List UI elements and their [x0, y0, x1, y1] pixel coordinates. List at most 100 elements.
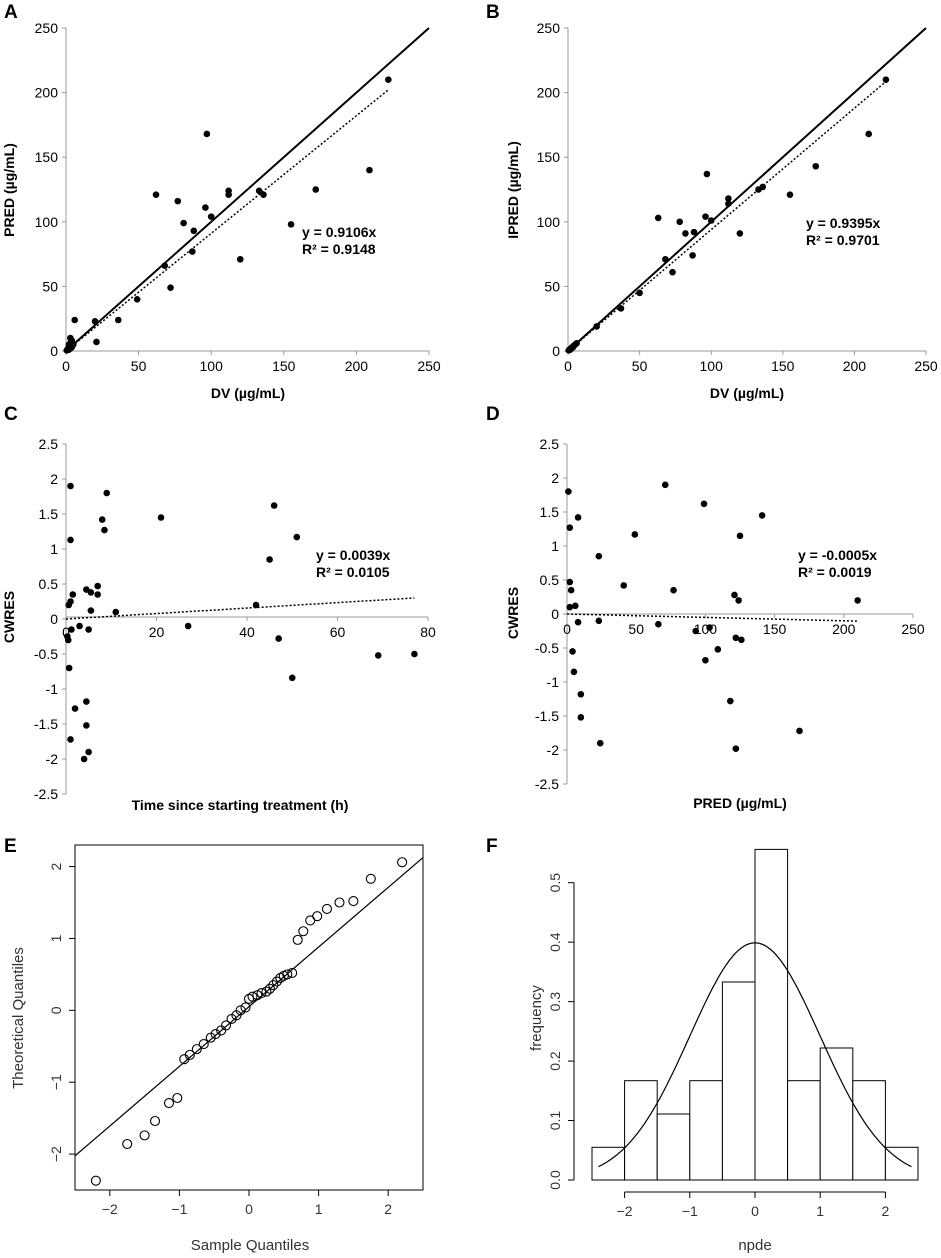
y-tick-label: 0.4 [547, 932, 563, 952]
y-axis-label: Theoretical Quantiles [10, 947, 27, 1089]
panel-label-c: C [4, 404, 18, 425]
y-tick-label: -0.5 [535, 640, 559, 656]
data-point [655, 620, 662, 628]
data-point [692, 627, 700, 635]
panel-label-e: E [4, 836, 17, 857]
data-point [94, 582, 101, 590]
data-point [149, 1115, 161, 1127]
data-point [93, 338, 100, 346]
data-point [240, 1002, 251, 1013]
y-tick-label: 0.5 [540, 572, 560, 588]
x-tick-label: −1 [171, 1201, 187, 1217]
data-point [157, 514, 165, 521]
regression-equation: y = 0.9106x [302, 224, 377, 240]
reference-line [74, 857, 424, 1157]
regression-line [65, 89, 389, 352]
x-axis-label: DV (µg/mL) [211, 385, 285, 401]
data-point [569, 648, 576, 655]
data-point [690, 228, 698, 236]
data-point [225, 191, 232, 198]
data-point [689, 252, 696, 259]
data-point [184, 622, 192, 630]
data-point [702, 656, 709, 664]
data-point [275, 635, 282, 642]
data-point [703, 170, 711, 178]
data-point [67, 736, 74, 743]
data-point [293, 533, 301, 541]
data-point [282, 969, 293, 980]
data-point [374, 652, 382, 659]
data-point [83, 722, 90, 729]
y-tick-label: 2 [551, 470, 559, 486]
data-point [738, 636, 745, 644]
data-point [631, 531, 639, 538]
x-tick-label: 2 [882, 1203, 890, 1219]
y-tick-label: 0.0 [547, 1170, 563, 1190]
data-point [292, 934, 303, 945]
x-tick-label: 0 [564, 358, 572, 374]
y-tick-label: 0.5 [547, 873, 563, 893]
data-point [247, 991, 258, 1002]
data-point [731, 591, 738, 599]
x-tick-label: 200 [843, 358, 867, 374]
y-tick-label: -2 [46, 751, 59, 767]
data-point [732, 745, 740, 752]
x-tick-label: 0 [62, 358, 70, 374]
data-point [596, 739, 604, 747]
x-tick-label: 50 [628, 621, 644, 637]
data-point [202, 204, 209, 211]
x-tick-label: 150 [272, 358, 296, 374]
data-point [577, 714, 585, 721]
data-point [271, 976, 282, 987]
histogram-bar [852, 1080, 886, 1181]
y-tick-label: -1 [547, 674, 560, 690]
x-tick-label: 20 [149, 624, 165, 640]
data-point [161, 262, 169, 270]
panel-f: F 0.0 0.1 0.2 0.3 0.4 0.5 −2 −1 0 1 2 npde frequen… [486, 836, 919, 1254]
data-point [312, 911, 323, 922]
data-point [882, 76, 890, 83]
y-tick-label: 2.5 [39, 436, 59, 452]
data-point [71, 316, 79, 324]
data-point [411, 650, 418, 658]
data-point [566, 603, 574, 611]
data-point [572, 602, 579, 610]
data-point [577, 690, 585, 698]
x-tick-label: −2 [102, 1201, 118, 1217]
data-point [312, 186, 320, 193]
data-point [732, 634, 740, 642]
y-tick-label: 200 [35, 85, 59, 101]
data-point [235, 1005, 246, 1016]
regression-line [566, 613, 858, 622]
data-point [67, 482, 74, 490]
data-point [669, 268, 676, 276]
y-tick-label: 1 [551, 538, 559, 554]
data-point [67, 598, 74, 605]
panel-d: D 2.521.510.50-0.5-1-1.5-2-2.50 50 100 150 2… [486, 404, 925, 811]
data-point [570, 668, 578, 676]
data-point [287, 967, 298, 978]
data-point [112, 608, 120, 616]
identity-line [567, 27, 927, 352]
data-point [620, 582, 628, 589]
data-point [101, 526, 108, 534]
data-point [114, 316, 122, 324]
data-point [68, 626, 75, 633]
y-tick-label: 2 [50, 471, 58, 487]
data-point [702, 213, 709, 220]
data-point [595, 552, 603, 560]
x-tick-label: −1 [682, 1203, 698, 1219]
y-tick-label: 0.2 [547, 1051, 563, 1071]
data-point [264, 983, 275, 994]
data-point [85, 626, 92, 633]
x-tick-label: 0 [62, 624, 70, 640]
data-point [287, 221, 295, 228]
x-tick-label: 60 [330, 624, 346, 640]
panel-e: E −2 −1 0 1 2 −2 −1 0 1 2 Sample Quantiles Theore… [4, 836, 424, 1254]
data-point [736, 230, 744, 237]
data-point [260, 191, 267, 198]
data-point [163, 1097, 175, 1109]
data-point [189, 248, 196, 255]
y-tick-label: 250 [35, 20, 59, 36]
data-point [865, 130, 873, 138]
